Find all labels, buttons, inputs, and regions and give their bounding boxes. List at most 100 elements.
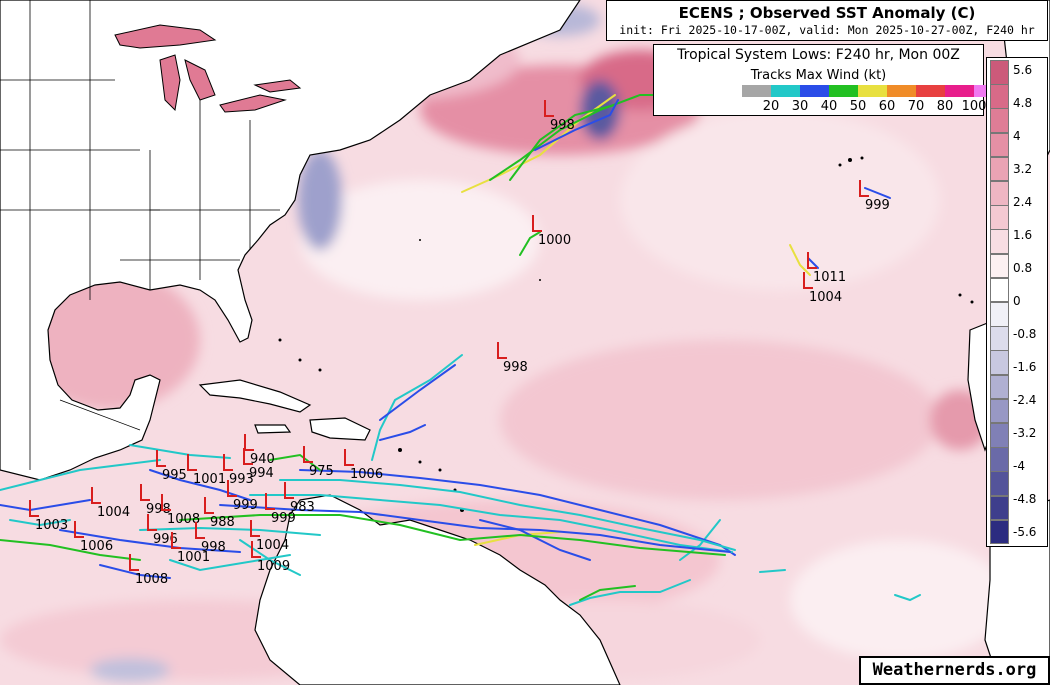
low-pressure-label: 1006: [350, 467, 383, 482]
low-pressure-label: 999: [865, 198, 890, 213]
wind-label: 100: [961, 99, 987, 114]
track-line: [0, 499, 91, 512]
storm-low: 1011: [807, 252, 846, 285]
low-pressure-label: 999: [233, 498, 258, 513]
storm-low: 1000: [532, 215, 571, 248]
track-line: [534, 99, 619, 151]
colorbar-swatch: [990, 326, 1009, 351]
storm-low: 998: [195, 522, 226, 555]
colorbar-label: 1.6: [1013, 228, 1033, 242]
storm-low: 993: [223, 454, 254, 487]
hispaniola: [309, 417, 371, 441]
sst-colorbar: 5.6 4.8 4 3.2 2.4 1.6 0.8 0 -0.8 -1.6 -2.4 -3.2 -4 -4…: [986, 57, 1048, 547]
colorbar-label: -4.8: [1013, 492, 1037, 506]
wind-label: 50: [849, 99, 867, 114]
storm-low: 1004: [91, 487, 130, 520]
north-america: [0, 0, 581, 481]
state-borders: [0, 0, 280, 470]
low-marker: [344, 449, 354, 466]
track-line: [479, 519, 591, 561]
track-line: [379, 364, 456, 421]
low-marker: [265, 493, 275, 510]
low-marker: [859, 180, 869, 197]
storm-low: 988: [204, 497, 235, 530]
low-pressure-label: 1008: [135, 572, 168, 587]
track-line: [269, 453, 321, 471]
tracks-legend: Tropical System Lows: F240 hr, Mon 00Z T…: [653, 44, 1003, 116]
low-pressure-label: 1004: [256, 538, 289, 553]
storm-low: 1006: [344, 449, 383, 482]
low-marker: [74, 521, 84, 538]
colorbar-label: 0.8: [1013, 261, 1033, 275]
colorbar-label: 5.6: [1013, 63, 1033, 77]
storm-low: 995: [156, 450, 187, 483]
colorbar-swatch: [990, 519, 1009, 545]
low-pressure-label: 999: [271, 511, 296, 526]
wind-swatch: [858, 85, 887, 97]
storm-low: 1003: [29, 500, 68, 533]
wind-label: 40: [820, 99, 838, 114]
colorbar-swatch: [990, 302, 1009, 327]
low-marker: [129, 554, 139, 571]
title-panel: ECENS ; Observed SST Anomaly (C) init: F…: [606, 0, 1048, 41]
low-pressure-label: 975: [309, 464, 334, 479]
colorbar-swatch: [990, 350, 1009, 376]
storm-low: 1004: [250, 520, 289, 553]
low-pressure-label: 998: [146, 502, 171, 517]
low-pressure-label: 1004: [809, 290, 842, 305]
storm-tracks: [0, 94, 921, 606]
track-line: [759, 569, 786, 573]
low-marker: [140, 484, 150, 501]
colorbar-label: 4: [1013, 129, 1021, 143]
jamaica: [254, 424, 292, 434]
wind-label: 20: [762, 99, 780, 114]
cuba: [198, 379, 312, 413]
track-line: [679, 519, 721, 561]
storm-low: 999: [265, 493, 296, 526]
colorbar-label: 0: [1013, 294, 1021, 308]
low-marker: [803, 272, 813, 289]
track-line: [519, 231, 541, 256]
track-line: [169, 554, 291, 572]
low-marker: [195, 522, 205, 539]
track-line: [807, 257, 819, 269]
colorbar-label: 3.2: [1013, 162, 1033, 176]
colorbar-label: 4.8: [1013, 96, 1033, 110]
low-marker: [187, 454, 197, 471]
storm-low: 1006: [74, 521, 113, 554]
colorbar-swatch: [990, 253, 1009, 279]
low-marker: [223, 454, 233, 471]
colorbar-swatch: [990, 132, 1009, 158]
storm-low: 994: [243, 448, 274, 481]
track-line: [509, 104, 616, 181]
track-line: [371, 354, 463, 461]
low-pressure-label: 1006: [80, 539, 113, 554]
colorbar-label: -3.2: [1013, 426, 1037, 440]
low-pressure-label: 1004: [97, 505, 130, 520]
colorbar-swatch: [990, 495, 1009, 521]
low-marker: [156, 450, 166, 467]
low-marker: [91, 487, 101, 504]
great-lakes: [114, 24, 302, 113]
colorbar-label: -5.6: [1013, 525, 1037, 539]
legend-subtitle: Tracks Max Wind (kt): [750, 68, 887, 83]
wind-swatch: [742, 85, 771, 97]
low-marker: [147, 514, 157, 531]
low-marker: [250, 520, 260, 537]
low-marker: [807, 252, 817, 269]
track-line: [249, 494, 733, 553]
wind-swatch: [945, 85, 974, 97]
low-pressure-label: 993: [229, 472, 254, 487]
wind-swatch: [916, 85, 945, 97]
low-pressure-label: 940: [250, 452, 275, 467]
low-pressure-label: 1008: [167, 512, 200, 527]
wind-swatch: [800, 85, 829, 97]
colorbar-swatch: [990, 423, 1009, 448]
colorbar-label: -4: [1013, 459, 1025, 473]
low-marker: [171, 532, 181, 549]
watermark-logo: Weathernerds.org: [859, 656, 1050, 685]
track-line: [129, 444, 231, 459]
track-line: [0, 459, 161, 491]
wind-color-bar: [742, 85, 1003, 97]
